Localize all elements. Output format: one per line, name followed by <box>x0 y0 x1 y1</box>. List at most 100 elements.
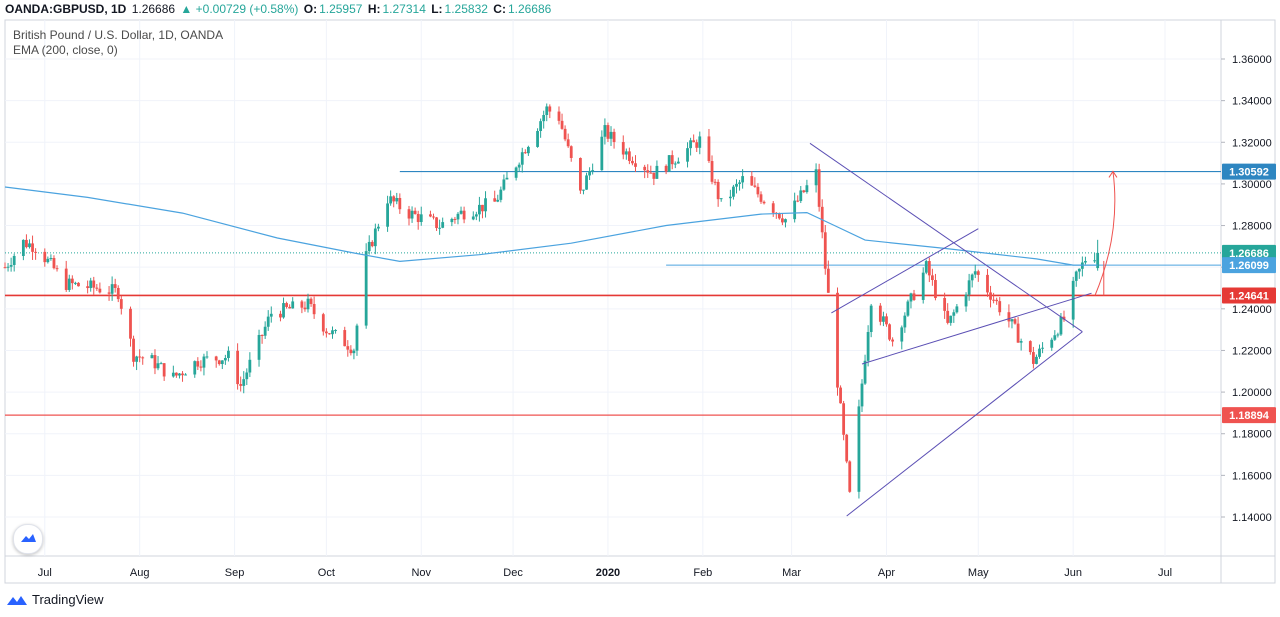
candle-body <box>652 172 656 179</box>
candle-body <box>698 136 702 148</box>
candle-body <box>542 115 546 122</box>
candle-body <box>906 301 910 316</box>
candle-body <box>539 121 543 132</box>
candle-body <box>548 106 552 112</box>
candle-body <box>900 327 904 342</box>
candle-body <box>386 203 389 227</box>
candle-body <box>585 175 588 190</box>
candles <box>3 103 1100 499</box>
candle-body <box>857 406 861 492</box>
candle-body <box>92 280 96 288</box>
symbol-name[interactable]: OANDA:GBPUSD, 1D <box>5 2 127 16</box>
candle-body <box>28 243 31 248</box>
candle-body <box>1035 356 1038 364</box>
candle-body <box>6 266 10 268</box>
candle-body <box>77 282 80 287</box>
price-label-text: 1.18894 <box>1229 410 1270 422</box>
y-tick-label: 1.34000 <box>1232 96 1272 108</box>
candle-body <box>346 346 350 350</box>
candle-body <box>331 330 334 335</box>
brand-name: TradingView <box>32 592 104 607</box>
candle-body <box>419 214 423 223</box>
candle-body <box>710 161 714 182</box>
candle-body <box>260 334 264 336</box>
candle-body <box>493 198 497 202</box>
candle-body <box>462 210 466 220</box>
legend-instrument[interactable]: British Pound / U.S. Dollar, 1D, OANDA <box>13 28 224 42</box>
candle-body <box>98 288 102 293</box>
candle-body <box>1056 334 1060 336</box>
candle-body <box>257 334 261 360</box>
candle-body <box>245 372 249 380</box>
candle-body <box>413 210 417 214</box>
candle-body <box>174 372 178 376</box>
candle-body <box>248 359 252 373</box>
candle-body <box>438 227 442 229</box>
candle-body <box>269 313 273 317</box>
candle-body <box>3 267 7 269</box>
candle-body <box>459 210 463 214</box>
candle-body <box>1028 341 1032 353</box>
candle-body <box>860 383 864 407</box>
candle-body <box>1074 271 1078 281</box>
candle-body <box>55 268 59 270</box>
candle-body <box>814 169 818 186</box>
candle-body <box>799 190 803 201</box>
candle-body <box>373 228 377 247</box>
candle-body <box>536 131 539 147</box>
candle-body <box>713 181 717 183</box>
candle-body <box>49 258 53 260</box>
candle-body <box>949 315 953 323</box>
candle-body <box>205 356 209 358</box>
candle-body <box>863 360 867 384</box>
candle-body <box>46 258 50 263</box>
candle-body <box>759 194 763 202</box>
candle-body <box>1096 252 1100 269</box>
low-value: 1.25832 <box>444 2 488 16</box>
candle-body <box>689 140 692 149</box>
candle-body <box>227 350 230 358</box>
legend-indicator[interactable]: EMA (200, close, 0) <box>13 43 118 57</box>
tradingview-branding[interactable]: TradingView <box>6 592 104 607</box>
candle-body <box>67 278 71 290</box>
candle-body <box>223 357 227 361</box>
candle-body <box>664 165 668 172</box>
candle-body <box>171 372 175 377</box>
candle-body <box>110 284 114 294</box>
candle-body <box>309 298 313 305</box>
candle-body <box>823 232 827 269</box>
y-tick-label: 1.22000 <box>1232 345 1272 357</box>
candle-body <box>474 214 478 217</box>
candle-body <box>113 284 117 288</box>
candle-body <box>912 293 916 300</box>
candle-body <box>973 271 977 275</box>
candle-body <box>370 241 374 247</box>
candle-body <box>612 131 616 143</box>
x-tick-label: 2020 <box>596 567 620 579</box>
candle-body <box>107 292 111 294</box>
candle-body <box>781 218 784 223</box>
candle-body <box>398 197 402 210</box>
y-tick-label: 1.20000 <box>1232 387 1272 399</box>
candle-body <box>621 142 625 155</box>
candle-body <box>655 165 659 179</box>
time-axis: Jul Aug Sep Oct Nov Dec 2020 Feb Mar Apr May Jun Jul <box>38 567 1172 579</box>
candle-body <box>1093 260 1097 262</box>
candle-body <box>43 251 47 263</box>
candle-body <box>343 330 347 347</box>
candle-body <box>266 316 270 327</box>
candle-body <box>86 286 90 289</box>
candle-body <box>520 152 524 165</box>
price-label-tag <box>1222 244 1276 261</box>
candle-body <box>1031 352 1035 364</box>
tradingview-widget-button[interactable] <box>13 524 43 554</box>
price-label-text: 1.26099 <box>1229 260 1269 272</box>
price-label-tag <box>1222 287 1276 304</box>
candle-body <box>986 274 989 293</box>
y-tick-label: 1.24000 <box>1232 304 1272 316</box>
last-price: 1.26686 <box>131 2 176 16</box>
candle-body <box>1016 323 1020 343</box>
candle-body <box>119 299 123 309</box>
candle-body <box>955 306 959 313</box>
